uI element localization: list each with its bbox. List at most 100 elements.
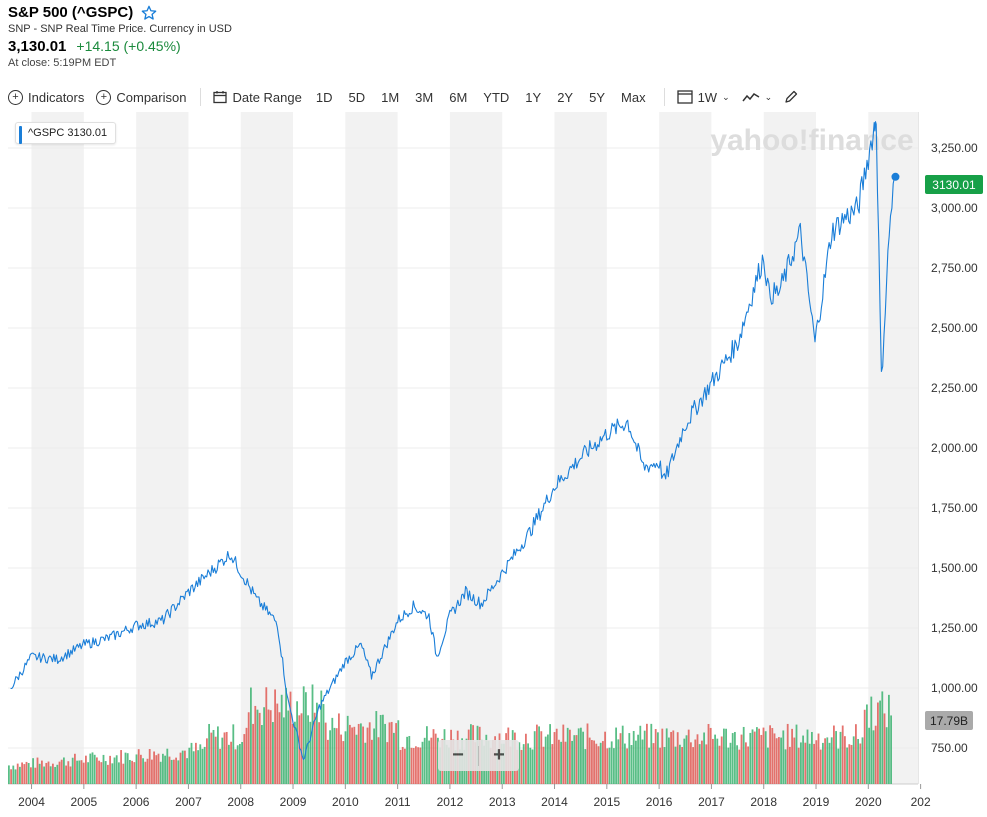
volume-bar [168,756,171,784]
range-1m[interactable]: 1M [381,89,400,105]
volume-bar [621,725,624,784]
volume-bar [872,730,875,784]
volume-bar [764,731,767,784]
axis-badges: 3130.01 17.79B [925,175,983,730]
comparison-button[interactable]: + Comparison [96,89,186,105]
volume-bar [665,728,668,784]
range-ytd[interactable]: YTD [483,89,510,105]
volume-bar [129,759,131,784]
volume-bar [421,741,424,784]
page-title: S&P 500 (^GSPC) [8,4,134,21]
volume-bar [294,721,296,784]
range-1y[interactable]: 1Y [525,89,542,105]
volume-bar [21,762,23,784]
volume-bar [67,761,70,784]
volume-bar [162,753,164,784]
draw-button[interactable] [784,90,798,104]
volume-bar [430,737,433,784]
volume-bar [188,747,191,784]
volume-bar [720,736,723,784]
volume-bar [346,715,349,784]
volume-bar [648,747,650,784]
volume-bar [371,739,373,784]
volume-bar [261,725,263,784]
volume-bar [100,762,103,784]
series-legend[interactable]: ^GSPC 3130.01 [15,122,117,144]
star-icon[interactable] [141,5,157,21]
volume-bar [560,741,562,784]
range-3m[interactable]: 3M [415,89,434,105]
y-tick-label: 3,250.00 [931,141,978,155]
volume-bar [588,737,591,784]
zoom-out-button[interactable]: − [452,744,464,766]
volume-bar [529,747,532,784]
volume-bar [113,757,116,784]
range-6m[interactable]: 6M [449,89,468,105]
volume-bar [230,741,232,784]
volume-bar [25,761,28,784]
pencil-icon [785,90,798,103]
volume-bar [353,726,356,784]
volume-bar [520,749,523,784]
volume-bar [327,739,329,784]
volume-bar [263,707,265,784]
volume-bar [731,733,734,784]
volume-bar [379,714,382,784]
volume-bar [681,747,683,784]
volume-bar [584,749,587,784]
range-2y[interactable]: 2Y [557,89,574,105]
y-tick-label: 2,250.00 [931,381,978,395]
volume-bar [212,729,215,784]
volume-bar [170,759,173,784]
volume-bar [841,725,844,784]
volume-bar [562,724,565,784]
volume-bar [661,728,664,784]
zoom-in-button[interactable]: + [493,744,505,766]
volume-bar [85,755,87,784]
volume-bar [349,724,351,784]
range-1d[interactable]: 1D [315,89,333,105]
yahoo-finance-watermark: yahoo!finance [710,124,913,157]
volume-bar [659,747,661,784]
x-tick-label: 2005 [70,795,97,809]
quote-header: S&P 500 (^GSPC) SNP - SNP Real Time Pric… [8,4,232,69]
volume-bar [630,745,633,784]
volume-bar [703,732,705,784]
volume-bar [571,740,573,784]
volume-bar [307,715,309,784]
y-tick-label: 3,000.00 [931,201,978,215]
volume-bar [531,749,534,784]
volume-bar [797,747,800,784]
volume-bar [837,748,840,784]
volume-bar [637,734,639,784]
range-5d[interactable]: 5D [348,89,366,105]
volume-bar [652,743,655,784]
date-range-button[interactable]: Date Range [213,90,302,105]
volume-bar [228,744,230,784]
range-max[interactable]: Max [621,89,646,105]
volume-bar [232,724,235,784]
volume-bar [27,763,30,784]
volume-bar [254,705,257,784]
interval-select[interactable]: 1W ⌄ [676,90,730,105]
chart-type-select[interactable]: ⌄ [742,91,772,103]
volume-bar [225,731,228,784]
volume-bar [718,745,721,784]
volume-bar [767,747,769,784]
volume-bar [146,758,149,784]
last-price-badge-label: 3130.01 [932,178,976,192]
y-tick-label: 2,000.00 [931,441,978,455]
indicators-button[interactable]: + Indicators [8,89,84,105]
volume-bar [102,754,105,784]
volume-bar [65,765,67,784]
volume-bar [857,738,859,784]
volume-bar [320,690,323,784]
range-5y[interactable]: 5Y [589,89,606,105]
volume-bar [12,765,15,784]
volume-bar [111,763,114,784]
volume-bar [877,702,879,784]
volume-bar [641,739,644,784]
volume-bar [846,747,848,784]
volume-bar [758,728,760,784]
price-chart[interactable]: yahoo!finance 750.00 1,000.00 1,250.00 1,50… [0,112,987,817]
